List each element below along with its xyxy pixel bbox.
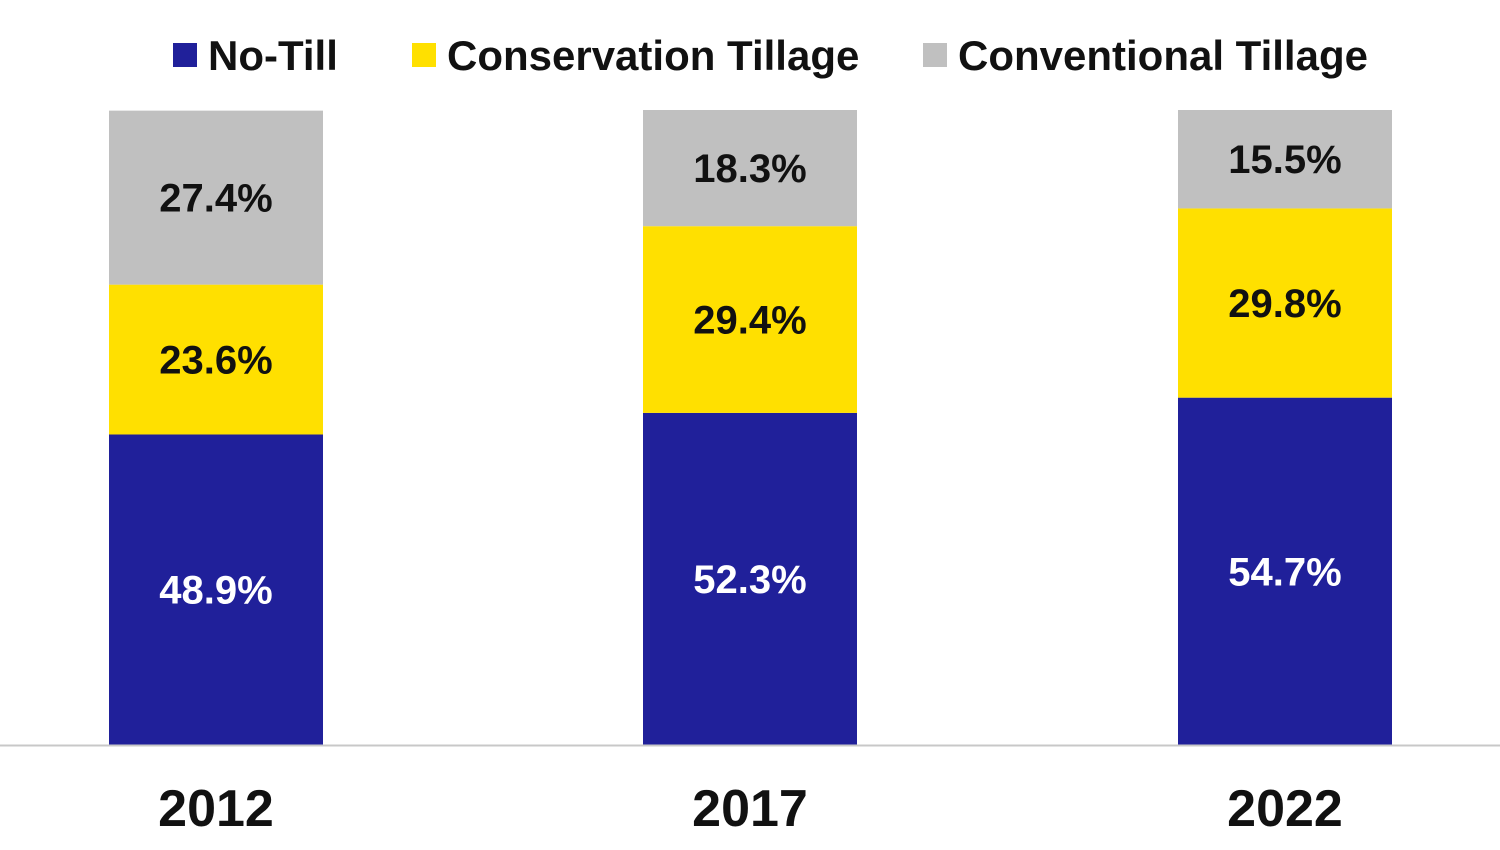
legend-item-conventional-tillage: Conventional Tillage	[923, 32, 1368, 79]
bar-segment-2017-no-till	[643, 412, 857, 745]
x-tick-label-2012: 2012	[158, 780, 274, 838]
x-tick-label-2017: 2017	[692, 780, 808, 838]
data-label-2022-no-till: 54.7%	[1228, 550, 1341, 594]
data-label-2017-conservation-tillage: 29.4%	[693, 299, 806, 343]
data-label-2022-conventional-tillage: 15.5%	[1228, 138, 1341, 182]
legend-label: Conventional Tillage	[958, 32, 1368, 79]
legend-item-no-till: No-Till	[173, 32, 338, 79]
bar-segment-2012-conventional-tillage	[109, 110, 323, 285]
bar-segment-2022-no-till	[1178, 397, 1392, 745]
x-tick-labels: 2012 2017 2022	[158, 780, 1343, 838]
legend-swatch	[173, 43, 197, 67]
bar-segment-2022-conservation-tillage	[1178, 208, 1392, 398]
legend-label: No-Till	[208, 32, 338, 79]
bar-segment-2017-conventional-tillage	[643, 110, 857, 227]
data-label-2012-conventional-tillage: 27.4%	[159, 177, 272, 221]
data-label-2012-no-till: 48.9%	[159, 569, 272, 613]
data-label-2012-conservation-tillage: 23.6%	[159, 339, 272, 383]
legend-swatch	[412, 43, 436, 67]
bar-segment-2022-conventional-tillage	[1178, 110, 1392, 209]
legend-swatch	[923, 43, 947, 67]
legend: No-Till Conservation Tillage Conventional …	[173, 32, 1368, 79]
data-label-2022-conservation-tillage: 29.8%	[1228, 282, 1341, 326]
data-label-2017-conventional-tillage: 18.3%	[693, 147, 806, 191]
x-tick-label-2022: 2022	[1227, 780, 1343, 838]
data-label-2017-no-till: 52.3%	[693, 558, 806, 602]
data-labels: 48.9% 23.6% 27.4% 52.3% 29.4% 18.3% 54.7% 29.8%…	[159, 138, 1341, 613]
legend-item-conservation-tillage: Conservation Tillage	[412, 32, 859, 79]
bar-segment-2012-no-till	[109, 434, 323, 745]
legend-label: Conservation Tillage	[447, 32, 859, 79]
bar-segment-2017-conservation-tillage	[643, 226, 857, 413]
bar-segment-2012-conservation-tillage	[109, 284, 323, 435]
bars	[109, 110, 1392, 745]
